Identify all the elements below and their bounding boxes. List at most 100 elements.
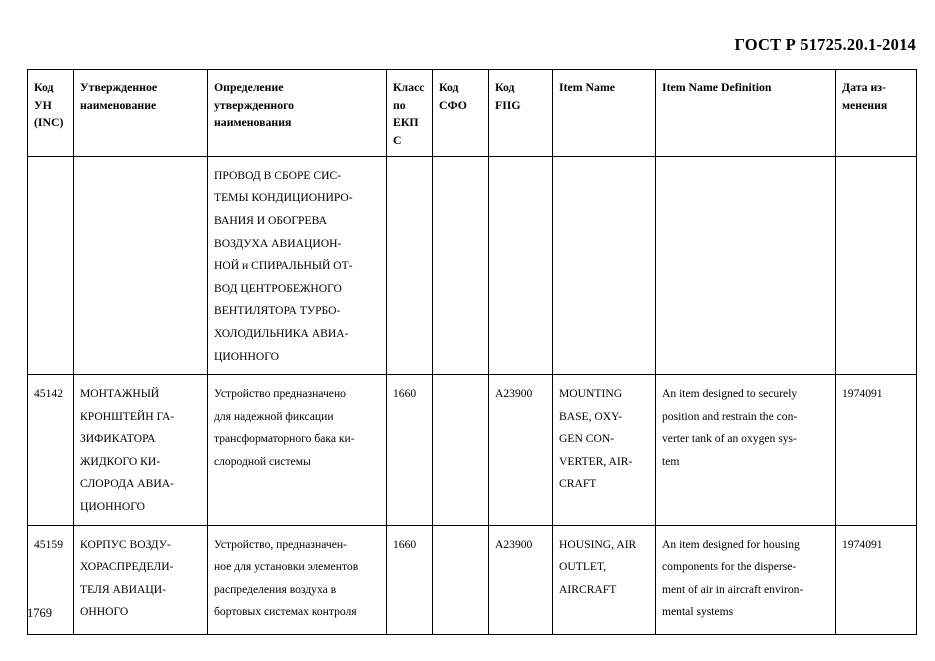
column-header-item-name-definition: Item Name Definition xyxy=(655,69,836,157)
cell-line: слородной системы xyxy=(214,454,311,468)
cell-line: An item designed for housing xyxy=(662,537,800,551)
column-header-ekps-class: Класс по ЕКП С xyxy=(386,69,433,157)
column-header-inc: Код УН (INC) xyxy=(27,69,74,157)
cell-inc xyxy=(27,155,74,376)
cell-approved-name-definition: Устройство предназначено для надежной фик… xyxy=(207,374,387,526)
cell-line: Устройство, предназначен- xyxy=(214,537,347,551)
cell-item-name xyxy=(552,155,656,376)
column-header-line: Утвержденное xyxy=(80,80,158,94)
cell-ekps-class: 1660 xyxy=(386,374,433,526)
cell-line: ЖИДКОГО КИ- xyxy=(80,454,161,468)
cell-line: НОЙ и СПИРАЛЬНЫЙ ОТ- xyxy=(214,259,353,273)
cell-line: ЦИОННОГО xyxy=(80,500,146,514)
column-header-line: ЕКП xyxy=(393,115,419,130)
table-header-row: Код УН (INC) Утвержденное наименование Опре… xyxy=(27,69,917,157)
cell-line: AIRCRAFT xyxy=(559,582,617,596)
cell-line: ЦИОННОГО xyxy=(214,349,280,363)
cell-ekps-class xyxy=(386,155,433,376)
cell-line: распределения воздуха в xyxy=(214,582,337,596)
column-header-line: (INC) xyxy=(34,115,64,130)
cell-line: GEN CON- xyxy=(559,432,615,446)
column-header-approved-name: Утвержденное наименование xyxy=(73,69,208,157)
column-header-item-name: Item Name xyxy=(552,69,656,157)
table-body: ПРОВОД В СБОРЕ СИС- ТЕМЫ КОНДИЦИОНИРО- ВАН… xyxy=(27,155,917,635)
table-row: ПРОВОД В СБОРЕ СИС- ТЕМЫ КОНДИЦИОНИРО- ВАН… xyxy=(27,155,917,376)
cell-line: ПРОВОД В СБОРЕ СИС- xyxy=(214,168,342,182)
column-header-line: Код xyxy=(495,80,515,94)
cell-sfo-code xyxy=(432,155,489,376)
column-header-line: С xyxy=(393,133,402,148)
cell-line: КОРПУС ВОЗДУ- xyxy=(80,537,171,551)
cell-line: 1974091 xyxy=(842,537,883,551)
column-header-line: наименования xyxy=(214,115,292,130)
cell-line: An item designed to securely xyxy=(662,387,798,401)
cell-line: verter tank of an oxygen sys- xyxy=(662,432,797,446)
column-header-line: Код xyxy=(439,80,459,94)
table-row: 45159 КОРПУС ВОЗДУ- ХОРАСПРЕДЕЛИ- ТЕЛЯ АВИА… xyxy=(27,524,917,635)
column-header-line: FIIG xyxy=(495,97,521,112)
cell-line: ное для установки элементов xyxy=(214,560,359,574)
cell-line: ЗИФИКАТОРА xyxy=(80,432,156,446)
column-header-line: Класс xyxy=(393,80,425,94)
cell-line: 1974091 xyxy=(842,387,883,401)
cell-line: ТЕМЫ КОНДИЦИОНИРО- xyxy=(214,191,353,205)
cell-line: ВОД ЦЕНТРОБЕЖНОГО xyxy=(214,281,342,295)
column-header-line: менения xyxy=(842,97,888,112)
cell-line: 1660 xyxy=(393,387,417,401)
cell-line: ВЕНТИЛЯТОРА ТУРБО- xyxy=(214,304,341,318)
column-header-line: по xyxy=(393,97,406,112)
cell-line: 45159 xyxy=(34,537,63,551)
standard-number-header: ГОСТ Р 51725.20.1-2014 xyxy=(734,35,916,54)
cell-line: A23900 xyxy=(495,537,533,551)
cell-item-name-definition: An item designed to securely position and… xyxy=(655,374,836,526)
cell-line: VERTER, AIR- xyxy=(559,454,633,468)
cell-line: КРОНШТЕЙН ГА- xyxy=(80,409,175,423)
page-number: 1769 xyxy=(27,606,52,620)
cell-line: HOUSING, AIR xyxy=(559,537,637,551)
cell-approved-name: КОРПУС ВОЗДУ- ХОРАСПРЕДЕЛИ- ТЕЛЯ АВИАЦИ- ОН… xyxy=(73,524,208,635)
cell-line: ОННОГО xyxy=(80,605,129,619)
cell-item-name-definition: An item designed for housing components f… xyxy=(655,524,836,635)
cell-line: ВОЗДУХА АВИАЦИОН- xyxy=(214,236,342,250)
column-header-sfo-code: Код СФО xyxy=(432,69,489,157)
cell-approved-name: МОНТАЖНЫЙ КРОНШТЕЙН ГА- ЗИФИКАТОРА ЖИДКОГО … xyxy=(73,374,208,526)
cell-fiig-code: A23900 xyxy=(488,524,553,635)
cell-change-date: 1974091 xyxy=(835,374,917,526)
cell-fiig-code: A23900 xyxy=(488,374,553,526)
cell-line: для надежной фиксации xyxy=(214,409,334,423)
column-header-line: Item Name Definition xyxy=(662,80,772,94)
cell-change-date xyxy=(835,155,917,376)
cell-line: ТЕЛЯ АВИАЦИ- xyxy=(80,582,166,596)
cell-line: BASE, OXY- xyxy=(559,409,623,423)
cell-approved-name xyxy=(73,155,208,376)
cell-line: 1660 xyxy=(393,537,417,551)
cell-line: трансформаторного бака ки- xyxy=(214,432,355,446)
cell-line: ment of air in aircraft environ- xyxy=(662,582,804,596)
cell-fiig-code xyxy=(488,155,553,376)
column-header-line: Дата из- xyxy=(842,80,886,94)
column-header-line: Определение xyxy=(214,80,284,94)
cell-change-date: 1974091 xyxy=(835,524,917,635)
cell-line: tem xyxy=(662,454,680,468)
cell-inc: 45142 xyxy=(27,374,74,526)
column-header-fiig-code: Код FIIG xyxy=(488,69,553,157)
cell-item-name: MOUNTING BASE, OXY- GEN CON- VERTER, AIR- CR… xyxy=(552,374,656,526)
cell-line: A23900 xyxy=(495,387,533,401)
cell-line: OUTLET, xyxy=(559,560,607,574)
cell-sfo-code xyxy=(432,374,489,526)
cell-line: components for the disperse- xyxy=(662,560,797,574)
cell-line: ХОРАСПРЕДЕЛИ- xyxy=(80,560,174,574)
column-header-line: СФО xyxy=(439,97,467,112)
cell-line: CRAFT xyxy=(559,477,597,491)
cell-sfo-code xyxy=(432,524,489,635)
cell-inc: 45159 xyxy=(27,524,74,635)
cell-line: 45142 xyxy=(34,387,63,401)
column-header-line: утвержденного xyxy=(214,97,295,112)
column-header-line: Item Name xyxy=(559,80,616,94)
cell-line: бортовых системах контроля xyxy=(214,605,357,619)
cell-item-name-definition xyxy=(655,155,836,376)
column-header-line: наименование xyxy=(80,97,157,112)
column-header-change-date: Дата из-менения xyxy=(835,69,917,157)
cell-line: СЛОРОДА АВИА- xyxy=(80,477,174,491)
